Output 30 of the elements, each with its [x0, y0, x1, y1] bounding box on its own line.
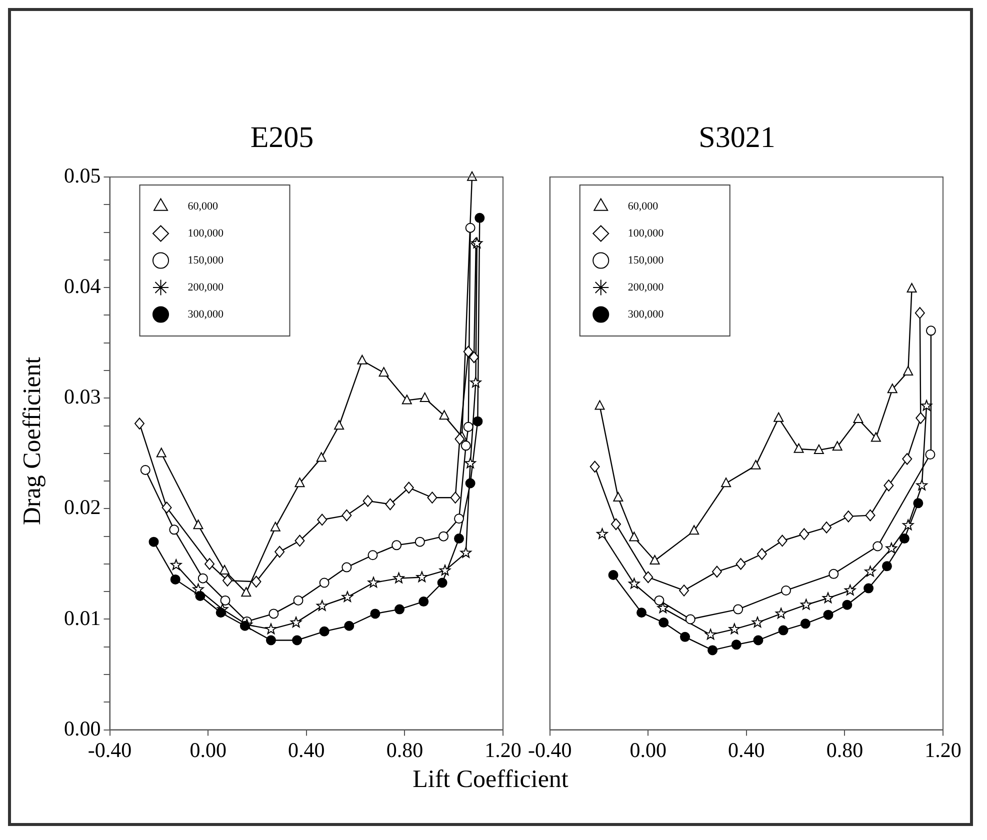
- legend-label: 60,000: [611, 200, 659, 212]
- x-axis-title: Lift Coefficient: [412, 766, 570, 794]
- x-tick-label: 1.20: [484, 738, 522, 762]
- x-tick-label: 0.40: [288, 738, 325, 762]
- legend-label: 300,000: [171, 308, 224, 320]
- legend-label: 300,000: [611, 308, 664, 320]
- legend-label: 100,000: [611, 227, 664, 240]
- legend-label: 150,000: [611, 254, 664, 266]
- y-tick-label: 0.02: [64, 495, 101, 520]
- x-tick-label: 0.80: [386, 738, 424, 762]
- legend-label: 150,000: [171, 254, 224, 266]
- x-tick-label: -0.40: [528, 738, 572, 762]
- chart-title: S3021: [698, 120, 776, 154]
- y-tick-label: 0.00: [64, 716, 101, 740]
- y-tick-label: 0.05: [64, 164, 101, 188]
- x-tick-label: -0.40: [88, 738, 132, 762]
- legend-label: 100,000: [171, 227, 224, 240]
- y-tick-label: 0.01: [64, 606, 101, 630]
- x-tick-label: 0.00: [630, 738, 667, 762]
- x-tick-label: 0.40: [728, 738, 765, 762]
- x-tick-label: 1.20: [924, 738, 962, 762]
- y-tick-label: 0.03: [64, 384, 101, 409]
- legend-label: 60,000: [171, 200, 218, 212]
- y-axis-title: Drag Coefficient: [19, 356, 47, 526]
- legend-label: 200,000: [611, 281, 664, 294]
- chart-title: E205: [250, 120, 314, 154]
- legend-label: 200,000: [171, 281, 224, 294]
- x-tick-label: 0.00: [190, 738, 226, 762]
- x-tick-label: 0.80: [826, 738, 864, 762]
- y-tick-label: 0.04: [64, 274, 102, 298]
